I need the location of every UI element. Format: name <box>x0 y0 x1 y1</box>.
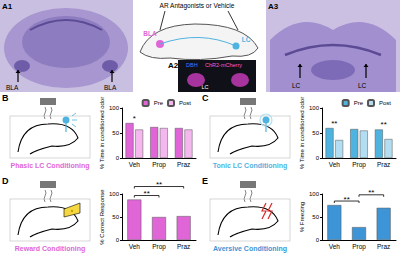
svg-text:Veh: Veh <box>329 243 341 250</box>
svg-text:D: D <box>2 176 9 186</box>
svg-text:ChR2-mCherry: ChR2-mCherry <box>205 62 242 68</box>
svg-text:100: 100 <box>109 191 120 197</box>
svg-text:Tonic LC Conditioning: Tonic LC Conditioning <box>213 162 288 170</box>
svg-text:LC: LC <box>201 84 208 90</box>
svg-text:Praz: Praz <box>377 243 390 250</box>
svg-text:*: * <box>133 114 136 123</box>
svg-text:100: 100 <box>309 105 320 111</box>
svg-text:LC: LC <box>242 36 251 43</box>
svg-text:% Time in conditioned odor: % Time in conditioned odor <box>299 97 305 169</box>
svg-text:LC: LC <box>358 82 367 89</box>
svg-text:Praz: Praz <box>377 161 390 168</box>
svg-text:Veh: Veh <box>329 161 341 168</box>
svg-text:50: 50 <box>312 130 319 136</box>
svg-text:Pre: Pre <box>154 100 164 106</box>
svg-text:Phasic LC Conditioning: Phasic LC Conditioning <box>11 162 90 170</box>
svg-text:Prop: Prop <box>152 161 166 169</box>
svg-text:Prop: Prop <box>352 161 366 169</box>
svg-text:**: ** <box>156 180 162 189</box>
svg-text:% Freezing: % Freezing <box>299 202 305 232</box>
svg-text:50: 50 <box>112 130 119 136</box>
svg-text:AR Antagonists or Vehicle: AR Antagonists or Vehicle <box>160 2 235 10</box>
svg-text:0: 0 <box>316 237 320 243</box>
svg-text:Praz: Praz <box>177 161 190 168</box>
svg-text:% Time in conditioned odor: % Time in conditioned odor <box>99 97 105 169</box>
svg-text:Veh: Veh <box>129 161 141 168</box>
svg-text:0: 0 <box>316 155 320 161</box>
svg-text:A3: A3 <box>268 2 279 11</box>
svg-text:% Correct Response: % Correct Response <box>99 189 105 245</box>
svg-text:50: 50 <box>112 214 119 220</box>
svg-text:Reward Conditioning: Reward Conditioning <box>15 245 85 253</box>
svg-text:Post: Post <box>179 100 191 106</box>
svg-text:LC: LC <box>292 82 301 89</box>
svg-text:Prop: Prop <box>352 243 366 251</box>
svg-text:**: ** <box>144 189 150 198</box>
svg-text:BLA: BLA <box>143 30 157 37</box>
svg-text:**: ** <box>344 195 350 204</box>
svg-text:DBH: DBH <box>186 62 198 68</box>
svg-text:100: 100 <box>109 105 120 111</box>
svg-text:A2: A2 <box>168 61 179 70</box>
svg-text:Prop: Prop <box>152 243 166 251</box>
svg-text:**: ** <box>368 188 374 197</box>
svg-text:C: C <box>202 93 209 103</box>
svg-text:B: B <box>2 93 9 103</box>
svg-text:BLA: BLA <box>6 84 19 91</box>
svg-text:Pre: Pre <box>354 100 364 106</box>
svg-text:Post: Post <box>379 100 391 106</box>
svg-text:0: 0 <box>116 155 120 161</box>
svg-text:E: E <box>202 176 208 186</box>
svg-text:Praz: Praz <box>177 243 190 250</box>
svg-text:**: ** <box>331 119 337 128</box>
svg-text:Aversive Conditioning: Aversive Conditioning <box>213 245 287 253</box>
svg-text:100: 100 <box>309 191 320 197</box>
svg-text:BLA: BLA <box>104 84 117 91</box>
svg-text:0: 0 <box>116 237 120 243</box>
svg-text:50: 50 <box>312 214 319 220</box>
svg-text:Veh: Veh <box>129 243 141 250</box>
svg-text:A1: A1 <box>2 2 13 11</box>
svg-text:**: ** <box>381 120 387 129</box>
